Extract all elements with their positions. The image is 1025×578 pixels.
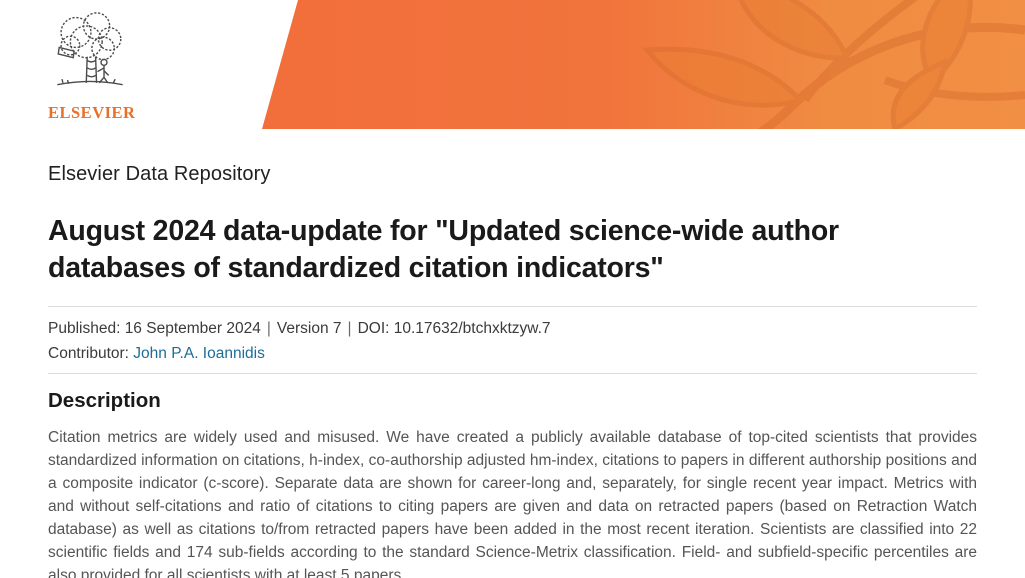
page-header: ELSEVIER (0, 0, 1025, 129)
description-text: Citation metrics are widely used and mis… (48, 429, 977, 578)
contributor-row: Contributor: John P.A. Ioannidis (48, 341, 977, 366)
published-date: Published: 16 September 2024 (48, 320, 261, 337)
version-label: Version 7 (276, 320, 342, 337)
contributor-link[interactable]: John P.A. Ioannidis (133, 345, 265, 362)
site-name[interactable]: Elsevier Data Repository (48, 163, 271, 185)
contributor-label: Contributor: (48, 345, 134, 362)
elsevier-tree-icon (57, 12, 123, 86)
divider-bottom (48, 373, 977, 374)
doi-value: DOI: 10.17632/btchxktzyw.7 (357, 320, 551, 337)
meta-separator: | (347, 320, 352, 337)
meta-separator: | (266, 320, 271, 337)
leaf-pattern-decoration (642, 0, 1025, 129)
orange-banner (262, 0, 1025, 129)
main-content: Elsevier Data Repository August 2024 dat… (0, 163, 1025, 578)
elsevier-logo-wordmark: ELSEVIER (48, 103, 136, 122)
description-heading: Description (48, 389, 161, 412)
elsevier-logo[interactable]: ELSEVIER (48, 10, 136, 123)
dataset-title: August 2024 data-update for "Updated sci… (48, 215, 839, 284)
dataset-meta-row: Published: 16 September 2024 | Version 7 | D… (48, 316, 977, 341)
divider-top (48, 306, 977, 307)
